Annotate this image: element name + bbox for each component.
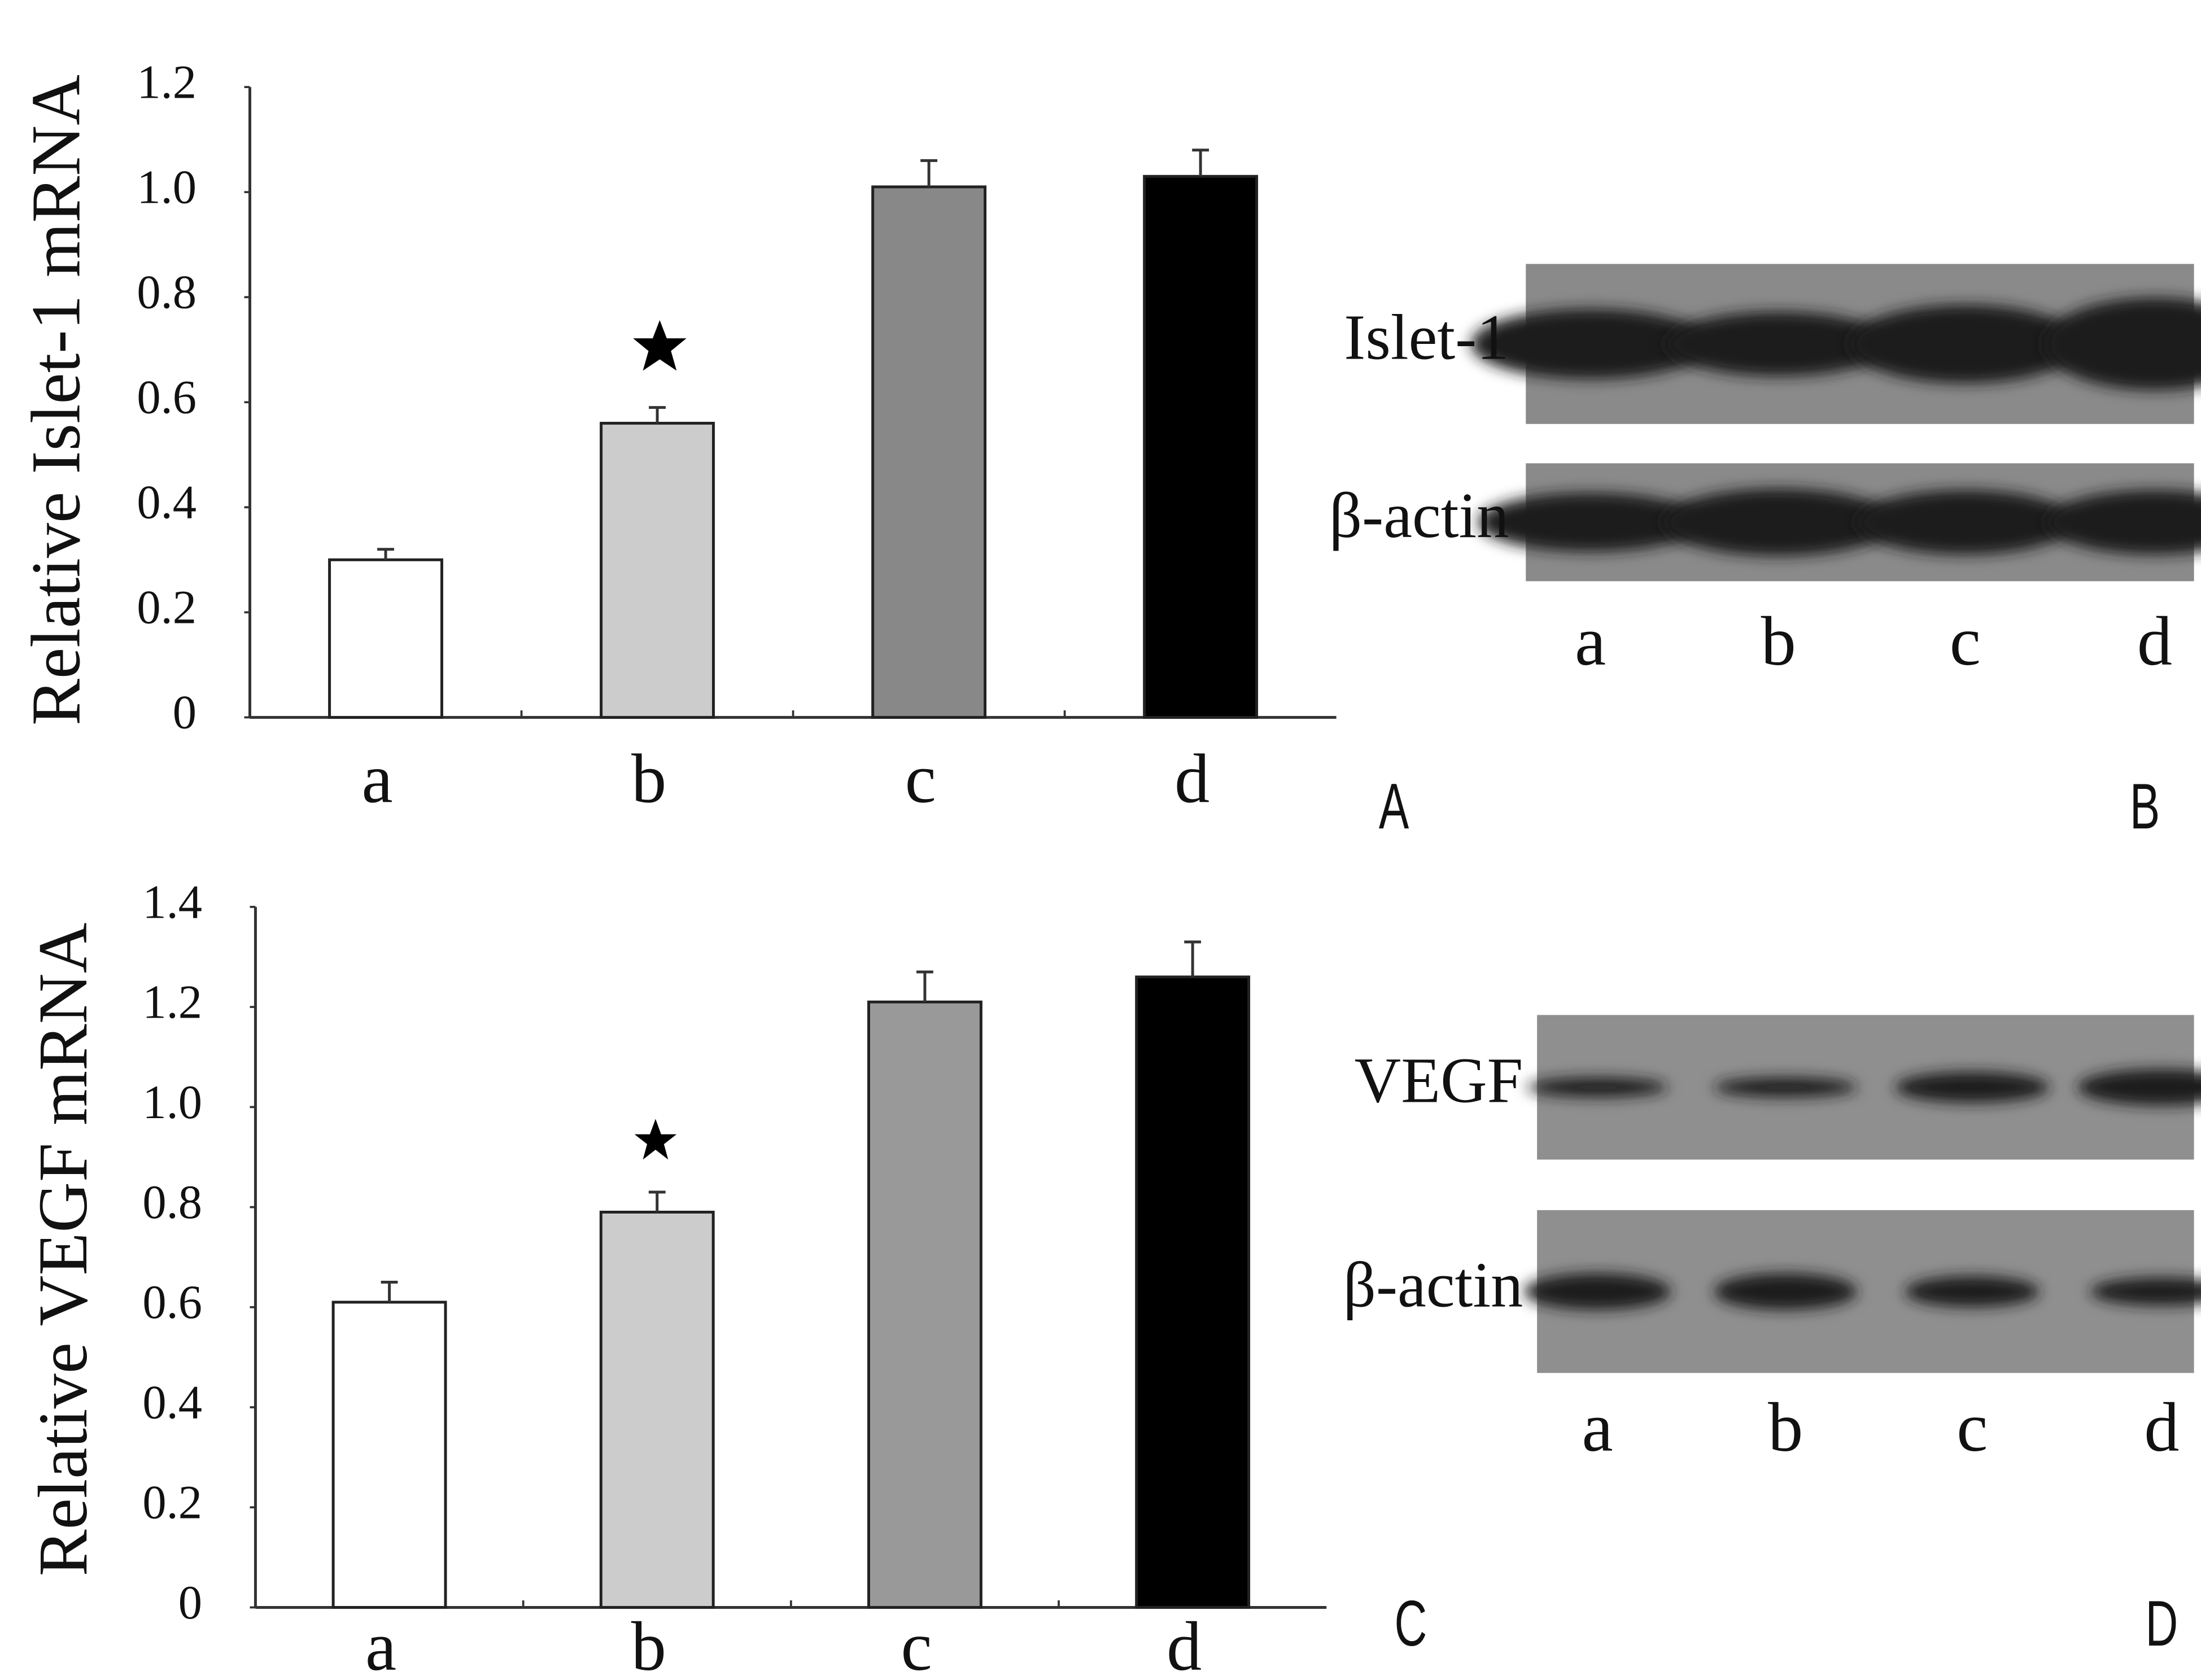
- panel-label: C: [1394, 1587, 1427, 1659]
- blot-lane-label: b: [1761, 602, 1796, 680]
- y-tick-label: 0.2: [137, 582, 196, 634]
- y-tick-label: 0: [178, 1577, 202, 1629]
- blot-band: [1527, 1077, 1668, 1097]
- y-tick-label: 0.2: [142, 1477, 202, 1529]
- y-tick-label: 0.4: [142, 1376, 202, 1429]
- y-tick-label: 1.4: [142, 876, 202, 928]
- bar: [328, 558, 443, 719]
- blot-row-label: β-actin: [1329, 479, 1509, 551]
- blot-band: [1662, 488, 1894, 556]
- y-axis-label: Relative Islet-1 mRNA: [16, 75, 94, 726]
- blot-band: [1666, 311, 1891, 377]
- bar: [867, 1000, 982, 1609]
- blot-band: [2046, 490, 2201, 555]
- significance-star: [633, 320, 687, 371]
- blot-band: [2077, 1069, 2201, 1106]
- blot-lane-label: d: [2144, 1388, 2179, 1466]
- blot-band: [1856, 490, 2075, 555]
- bar: [599, 1210, 715, 1609]
- x-tick-label: b: [631, 740, 666, 818]
- blot-band: [1849, 304, 2081, 383]
- y-tick-label: 0.4: [137, 477, 196, 529]
- blot-band: [2090, 1277, 2201, 1306]
- y-tick-label: 0.8: [142, 1176, 202, 1229]
- y-tick-label: 0: [173, 687, 196, 739]
- blot-band: [1714, 1273, 1857, 1310]
- blot-lane-label: a: [1582, 1388, 1613, 1466]
- x-tick-label: b: [631, 1607, 666, 1680]
- significance-star: [634, 1119, 677, 1160]
- x-tick-label: c: [905, 740, 936, 818]
- bar: [600, 421, 715, 719]
- blot-band: [1471, 308, 1710, 379]
- blot-row-label: β-actin: [1343, 1249, 1523, 1320]
- y-tick-label: 0.8: [137, 267, 196, 319]
- x-tick-label: a: [362, 740, 393, 818]
- y-tick-label: 1.2: [142, 976, 202, 1029]
- bar: [871, 185, 987, 719]
- blot-lane-label: b: [1768, 1388, 1803, 1466]
- x-tick-label: d: [1174, 740, 1209, 818]
- y-tick-label: 1.0: [142, 1076, 202, 1129]
- blot-band: [1523, 1273, 1671, 1310]
- bar: [1135, 975, 1251, 1609]
- blot-row-label: VEGF: [1355, 1045, 1523, 1116]
- blot-band: [1714, 1077, 1857, 1097]
- y-tick-label: 1.0: [137, 162, 196, 214]
- blot-row-label: Islet-1: [1344, 301, 1509, 373]
- blot-lane-label: d: [2137, 602, 2172, 680]
- panel-label: D: [2145, 1587, 2178, 1659]
- x-tick-label: a: [365, 1607, 396, 1680]
- blot-lane-label: a: [1575, 602, 1606, 680]
- blot-band: [1895, 1072, 2050, 1103]
- bar: [1143, 174, 1259, 719]
- bar: [331, 1301, 447, 1609]
- panel-label: A: [1379, 770, 1409, 842]
- blot-lane-label: c: [1950, 602, 1981, 680]
- y-axis-label: Relative VEGF mRNA: [24, 923, 102, 1577]
- blot-lane-label: c: [1957, 1388, 1988, 1466]
- blot-band: [1478, 492, 1703, 552]
- x-tick-label: c: [901, 1607, 932, 1680]
- x-tick-label: d: [1167, 1607, 1202, 1680]
- panel-label: B: [2130, 770, 2160, 842]
- blot-band: [2043, 298, 2201, 391]
- y-tick-label: 1.2: [137, 56, 196, 109]
- y-tick-label: 0.6: [137, 372, 196, 424]
- y-tick-label: 0.6: [142, 1276, 202, 1329]
- blot-band: [1905, 1276, 2040, 1307]
